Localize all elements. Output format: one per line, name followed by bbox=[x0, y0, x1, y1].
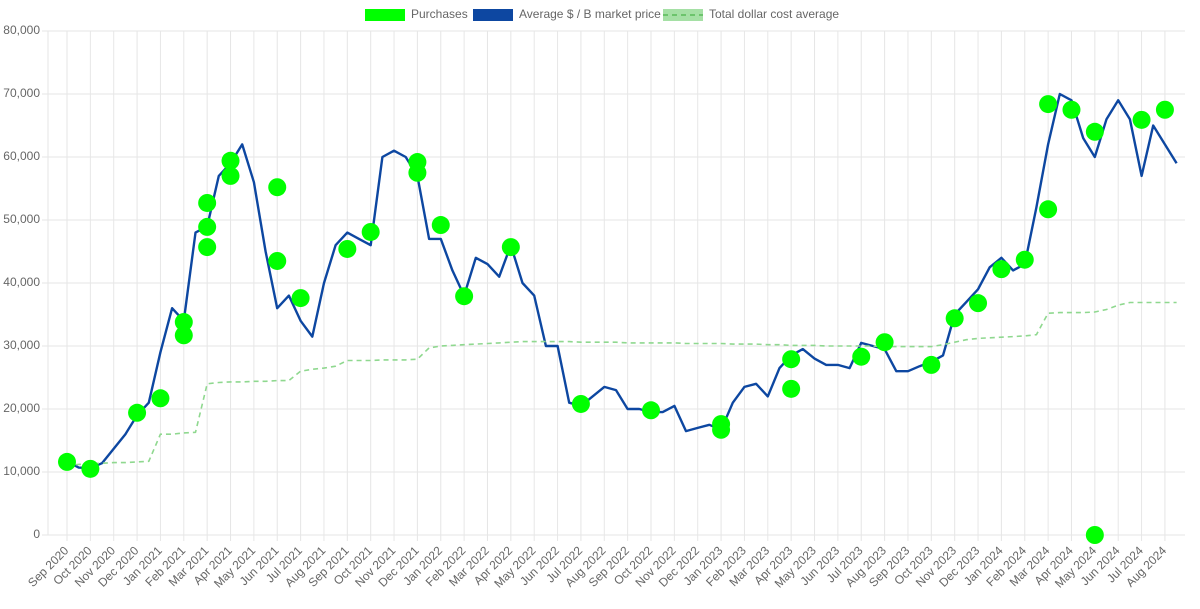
purchase-point bbox=[782, 379, 801, 398]
legend-swatch bbox=[365, 9, 405, 21]
purchase-point bbox=[1132, 110, 1151, 129]
purchase-point bbox=[875, 333, 894, 352]
purchase-point bbox=[268, 251, 287, 270]
cost-average-line bbox=[66, 301, 1177, 467]
purchase-point bbox=[198, 193, 217, 212]
purchase-point bbox=[1062, 100, 1081, 119]
purchase-point bbox=[992, 260, 1011, 279]
purchase-point bbox=[782, 350, 801, 369]
price-line bbox=[66, 92, 1178, 470]
purchase-point bbox=[151, 389, 170, 408]
y-tick-label: 70,000 bbox=[3, 86, 40, 100]
purchase-point bbox=[922, 355, 941, 374]
y-tick-label: 30,000 bbox=[3, 338, 40, 352]
purchase-point bbox=[221, 166, 240, 185]
purchase-point bbox=[1155, 100, 1174, 119]
purchase-point bbox=[712, 420, 731, 439]
legend-label: Total dollar cost average bbox=[709, 7, 839, 21]
y-tick-label: 20,000 bbox=[3, 401, 40, 415]
legend-label: Average $ / B market price bbox=[519, 7, 661, 21]
purchase-point bbox=[198, 217, 217, 236]
purchase-point bbox=[642, 401, 660, 420]
legend: Purchases Average $ / B market price Total… bbox=[365, 7, 839, 21]
purchase-point bbox=[174, 326, 193, 345]
purchase-point bbox=[1039, 95, 1058, 114]
purchase-point bbox=[408, 163, 427, 182]
purchase-point bbox=[501, 238, 520, 257]
y-tick-label: 0 bbox=[33, 527, 40, 541]
y-tick-label: 50,000 bbox=[3, 212, 40, 226]
legend-swatch bbox=[473, 9, 513, 21]
purchase-point bbox=[338, 239, 357, 258]
purchase-point bbox=[571, 394, 590, 413]
purchase-point bbox=[128, 403, 147, 422]
purchase-point bbox=[1085, 526, 1104, 544]
legend-label: Purchases bbox=[411, 7, 468, 21]
y-tick-label: 60,000 bbox=[3, 149, 40, 163]
purchase-point bbox=[1039, 200, 1058, 219]
y-tick-label: 10,000 bbox=[3, 464, 40, 478]
purchase-point bbox=[431, 216, 450, 235]
purchase-point bbox=[198, 238, 217, 257]
purchase-point bbox=[1015, 250, 1034, 269]
purchase-point bbox=[58, 452, 76, 471]
purchase-point bbox=[852, 347, 871, 366]
y-tick-label: 40,000 bbox=[3, 275, 40, 289]
y-tick-label: 80,000 bbox=[3, 23, 40, 37]
purchase-point bbox=[221, 151, 240, 170]
purchase-point bbox=[361, 222, 380, 241]
purchase-point bbox=[81, 459, 100, 478]
purchase-point bbox=[455, 287, 474, 306]
purchase-point bbox=[969, 294, 988, 313]
purchase-point bbox=[174, 313, 193, 332]
purchase-point bbox=[291, 289, 310, 308]
purchase-point bbox=[268, 178, 287, 197]
purchase-point bbox=[1085, 122, 1104, 141]
purchase-point bbox=[945, 309, 964, 328]
